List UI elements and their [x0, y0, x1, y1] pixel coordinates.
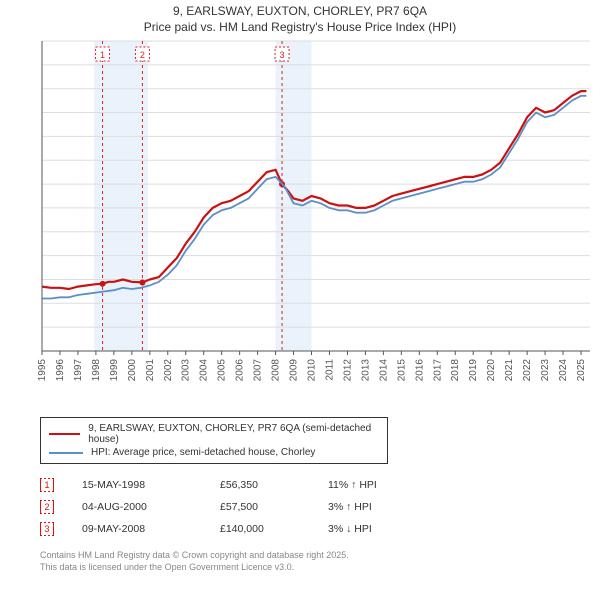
- x-tick-label: 2008: [271, 359, 282, 382]
- sale-date: 09-MAY-2008: [82, 523, 192, 535]
- sale-delta: 3% ↓ HPI: [328, 523, 418, 535]
- x-tick-label: 2002: [163, 359, 174, 382]
- x-tick-label: 2001: [145, 359, 156, 382]
- sale-row: 1 15-MAY-1998 £56,350 11% ↑ HPI: [40, 474, 590, 496]
- x-tick-label: 2007: [253, 359, 264, 382]
- x-tick-label: 2006: [235, 359, 246, 382]
- sale-dot: [100, 281, 106, 287]
- footer-attribution: Contains HM Land Registry data © Crown c…: [40, 550, 590, 573]
- recession-band: [94, 41, 148, 351]
- sale-date: 15-MAY-1998: [82, 479, 192, 491]
- x-tick-label: 2017: [432, 359, 443, 382]
- legend: 9, EARLSWAY, EUXTON, CHORLEY, PR7 6QA (s…: [40, 417, 388, 464]
- x-tick-label: 2011: [324, 359, 335, 381]
- title-line1: 9, EARLSWAY, EUXTON, CHORLEY, PR7 6QA: [0, 4, 600, 20]
- x-tick-label: 2003: [181, 359, 192, 382]
- sale-marker-label: 2: [140, 50, 145, 60]
- sale-delta: 3% ↑ HPI: [328, 501, 418, 513]
- footer-line2: This data is licensed under the Open Gov…: [40, 562, 590, 574]
- x-tick-label: 2012: [342, 359, 353, 382]
- footer-line1: Contains HM Land Registry data © Crown c…: [40, 550, 590, 562]
- x-tick-label: 2009: [289, 359, 300, 382]
- legend-row: HPI: Average price, semi-detached house,…: [49, 446, 379, 459]
- sale-dot: [139, 280, 145, 286]
- x-tick-label: 2019: [468, 359, 479, 382]
- legend-swatch: [49, 452, 83, 454]
- sale-price: £56,350: [220, 479, 300, 491]
- sale-delta: 11% ↑ HPI: [328, 479, 418, 491]
- x-tick-label: 2025: [576, 359, 587, 382]
- x-tick-label: 2004: [199, 359, 210, 382]
- legend-row: 9, EARLSWAY, EUXTON, CHORLEY, PR7 6QA (s…: [49, 422, 379, 446]
- chart-title: 9, EARLSWAY, EUXTON, CHORLEY, PR7 6QA Pr…: [0, 0, 600, 35]
- sale-price: £140,000: [220, 523, 300, 535]
- x-tick-label: 2013: [360, 359, 371, 382]
- title-line2: Price paid vs. HM Land Registry's House …: [0, 20, 600, 36]
- legend-label: HPI: Average price, semi-detached house,…: [91, 447, 315, 458]
- recession-band: [276, 41, 312, 351]
- x-tick-label: 1995: [38, 359, 48, 382]
- sale-row: 2 04-AUG-2000 £57,500 3% ↑ HPI: [40, 496, 590, 518]
- sale-price: £57,500: [220, 501, 300, 513]
- x-tick-label: 2023: [540, 359, 551, 382]
- x-tick-label: 2010: [307, 359, 318, 382]
- x-tick-label: 1998: [91, 359, 102, 382]
- x-tick-label: 1999: [109, 359, 120, 382]
- x-tick-label: 2018: [450, 359, 461, 382]
- sale-date: 04-AUG-2000: [82, 501, 192, 513]
- x-tick-label: 2000: [127, 359, 138, 382]
- x-tick-label: 2016: [414, 359, 425, 382]
- x-tick-label: 2021: [504, 359, 515, 382]
- x-tick-label: 1996: [55, 359, 66, 382]
- legend-swatch: [49, 433, 80, 435]
- price-chart: £0£20K£40K£60K£80K£100K£120K£140K£160K£1…: [38, 37, 598, 367]
- sale-row: 3 09-MAY-2008 £140,000 3% ↓ HPI: [40, 518, 590, 540]
- x-tick-label: 2015: [396, 359, 407, 382]
- sale-marker-label: 3: [280, 50, 285, 60]
- x-tick-label: 2024: [558, 359, 569, 382]
- x-tick-label: 1997: [73, 359, 84, 382]
- x-tick-label: 2022: [522, 359, 533, 382]
- x-tick-label: 2014: [378, 359, 389, 382]
- sales-table: 1 15-MAY-1998 £56,350 11% ↑ HPI 2 04-AUG-2000…: [40, 474, 590, 540]
- x-tick-label: 2005: [217, 359, 228, 382]
- sale-index-marker: 1: [40, 478, 54, 492]
- sale-index-marker: 3: [40, 522, 54, 536]
- sale-marker-label: 1: [100, 50, 105, 60]
- legend-label: 9, EARLSWAY, EUXTON, CHORLEY, PR7 6QA (s…: [88, 423, 379, 445]
- x-tick-label: 2020: [486, 359, 497, 382]
- sale-index-marker: 2: [40, 500, 54, 514]
